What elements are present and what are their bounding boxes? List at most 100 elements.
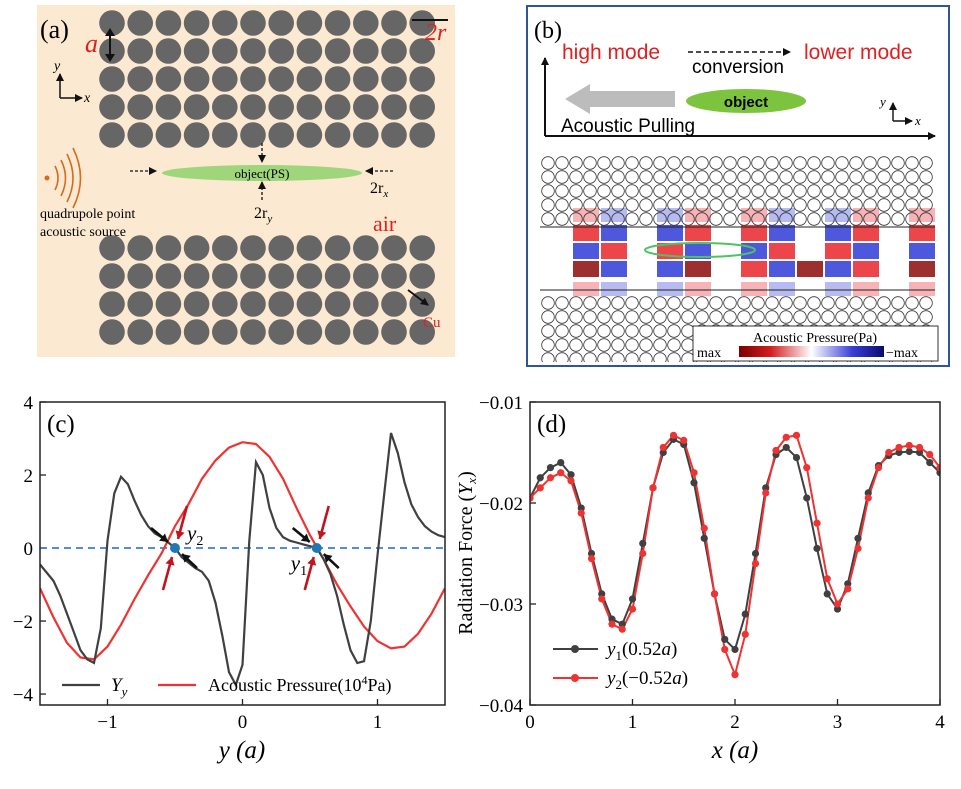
field-cell <box>713 225 739 241</box>
rod <box>183 319 210 345</box>
x-tick-label: 1 <box>628 712 638 733</box>
pulling-arrow <box>565 84 675 114</box>
field-rod-outline <box>877 198 891 212</box>
field-rod-outline <box>667 156 681 170</box>
field-rod-outline <box>569 184 583 198</box>
field-rod-outline <box>597 170 611 184</box>
rod <box>127 235 153 261</box>
rod <box>99 38 125 64</box>
y2-point <box>530 494 534 502</box>
object-ellipse <box>162 165 362 181</box>
field-rod-outline <box>583 324 597 338</box>
rod-lattice <box>99 10 436 345</box>
rod <box>324 263 351 289</box>
field-cell <box>601 225 627 241</box>
x-tick-label: 2 <box>730 712 740 733</box>
rod <box>268 263 295 289</box>
field-rod-outline <box>779 170 793 184</box>
field-rod-outline <box>695 156 709 170</box>
field-rod-outline <box>891 184 905 198</box>
field-rod-outline <box>583 296 597 310</box>
series-yy-line <box>40 432 445 688</box>
field-rod-outline <box>555 338 569 352</box>
field-rod-outline <box>541 338 555 352</box>
field-cell <box>741 282 767 296</box>
field-rod-outline <box>737 296 751 310</box>
field-rod-outline <box>835 296 849 310</box>
field-rod-outline <box>793 184 807 198</box>
y2-point <box>895 443 903 452</box>
field-rod-outline <box>639 212 653 226</box>
y1-point <box>926 459 934 467</box>
rod <box>155 263 182 289</box>
rod <box>296 319 323 345</box>
x-tick-label: 3 <box>833 712 843 733</box>
rod <box>99 122 125 148</box>
field-cell <box>685 282 711 296</box>
y2-point <box>772 446 780 455</box>
rod <box>353 319 379 345</box>
rod <box>127 319 153 345</box>
field-rod-outline <box>807 198 821 212</box>
field-cell <box>853 243 879 259</box>
cu-label: Cu <box>423 315 441 331</box>
y2-point <box>587 554 596 563</box>
field-cell <box>685 243 711 259</box>
field-cell <box>573 243 599 259</box>
rod <box>155 319 182 345</box>
semi-axis-x-label: 2rx <box>370 180 388 200</box>
rod <box>99 94 125 120</box>
field-rod-outline <box>555 310 569 324</box>
y2-point <box>844 585 852 593</box>
field-cell <box>601 243 627 259</box>
field-rod-outline <box>835 212 849 226</box>
point-y1-label: y1 <box>289 551 307 579</box>
rod <box>381 235 407 261</box>
field-rod-outline <box>765 212 779 226</box>
field-rod-outline <box>877 170 891 184</box>
field-cell <box>825 208 851 222</box>
rod <box>296 66 323 92</box>
field-cell <box>769 243 795 259</box>
field-rod-outline <box>737 184 751 198</box>
rod <box>268 38 295 64</box>
field-rod-outline <box>583 156 597 170</box>
field-rod-outline <box>737 212 751 226</box>
legend-y2-label: y2(−0.52a) <box>605 668 688 692</box>
field-rod-outline <box>891 198 905 212</box>
y1-point <box>864 489 872 497</box>
y1-point <box>905 447 913 456</box>
field-cell <box>853 225 879 241</box>
rod <box>381 10 407 36</box>
rod <box>240 38 266 64</box>
rod <box>99 319 125 345</box>
panel-b-axes <box>541 57 936 140</box>
field-rod-outline <box>625 338 639 352</box>
rod <box>409 263 436 289</box>
field-rod-outline <box>569 324 583 338</box>
rod <box>99 235 125 261</box>
field-rod-outline <box>709 310 723 324</box>
field-rod-outline <box>877 212 891 226</box>
field-rod-outline <box>625 310 639 324</box>
y1-point <box>813 544 821 553</box>
rod <box>127 10 153 36</box>
y2-point <box>803 464 811 472</box>
y1-point <box>762 484 770 492</box>
field-cell <box>629 261 655 277</box>
field-rod-outline <box>737 156 751 170</box>
y2-point <box>731 671 739 679</box>
field-rod-outline <box>541 296 555 310</box>
rod <box>212 319 238 345</box>
y2-point <box>710 590 719 598</box>
field-rod-outline <box>723 184 737 198</box>
rod <box>99 66 125 92</box>
field-rod-outline <box>863 198 877 212</box>
field-rod-outline <box>737 170 751 184</box>
rod <box>155 10 182 36</box>
rod <box>353 263 379 289</box>
rod <box>99 10 125 36</box>
field-rod-outline <box>611 324 625 338</box>
chart-d-ylabel: Radiation Force (Yx) <box>455 471 479 635</box>
y2-point <box>833 600 842 608</box>
